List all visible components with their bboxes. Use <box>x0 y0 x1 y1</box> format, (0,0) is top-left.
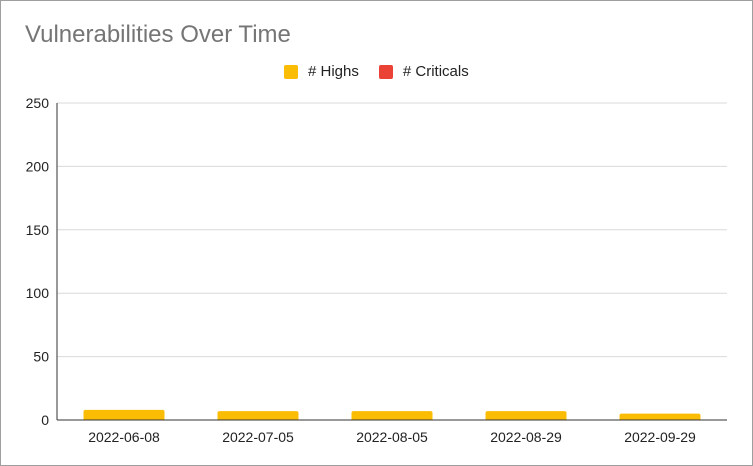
legend-item-highs[interactable]: # Highs <box>284 63 359 80</box>
x-tick-label: 2022-06-08 <box>88 429 160 445</box>
x-tick-label: 2022-07-05 <box>222 429 294 445</box>
y-tick-label: 50 <box>33 349 49 365</box>
y-tick-label: 150 <box>26 222 50 238</box>
legend-swatch-criticals <box>378 64 393 79</box>
x-tick-label: 2022-09-29 <box>624 429 696 445</box>
bar-highs-2022-08-29[interactable] <box>485 411 567 420</box>
bar-highs-2022-07-05[interactable] <box>217 411 299 420</box>
legend-item-criticals[interactable]: # Criticals <box>378 63 469 80</box>
y-tick-label: 200 <box>26 158 50 174</box>
x-tick-label: 2022-08-05 <box>356 429 428 445</box>
y-tick-label: 0 <box>41 412 49 428</box>
y-tick-label: 250 <box>26 95 50 111</box>
chart-title: Vulnerabilities Over Time <box>25 21 291 48</box>
legend-swatch-highs <box>284 64 298 79</box>
legend-label-highs: # Highs <box>308 63 359 80</box>
chart-legend: # Highs # Criticals <box>284 63 489 80</box>
bar-highs-2022-09-29[interactable] <box>619 413 701 420</box>
legend-label-criticals: # Criticals <box>402 63 469 80</box>
bar-highs-2022-06-08[interactable] <box>83 409 165 420</box>
bar-highs-2022-08-05[interactable] <box>351 411 433 420</box>
x-tick-label: 2022-08-29 <box>490 429 562 445</box>
y-tick-label: 100 <box>26 285 50 301</box>
